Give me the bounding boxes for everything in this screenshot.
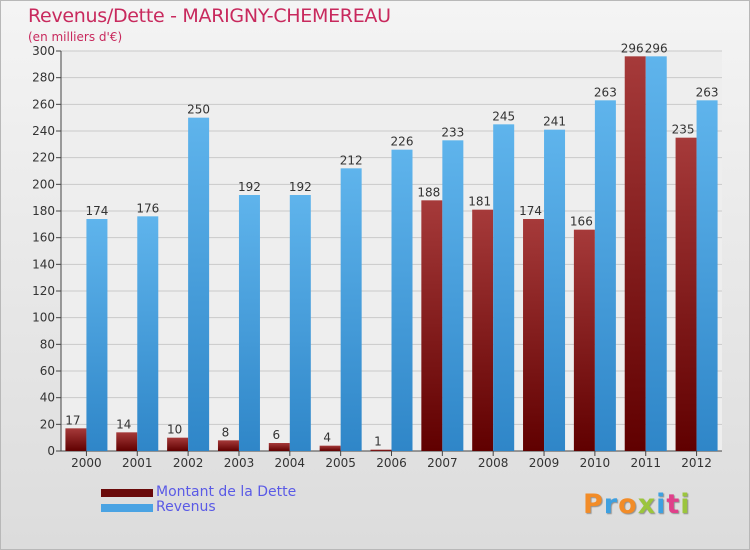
bar-dette [675,137,697,451]
y-tick-label: 120 [32,284,55,298]
x-tick-label: 2007 [427,456,458,470]
bar-revenus [391,149,413,451]
data-label-dette: 296 [621,41,644,55]
bar-dette [65,428,87,451]
x-tick-label: 2011 [630,456,661,470]
data-label-revenus: 263 [594,85,617,99]
bar-revenus [289,195,311,451]
legend-label-dette: Montant de la Dette [156,484,297,500]
bar-revenus [188,117,210,452]
x-tick-label: 2004 [275,456,306,470]
data-label-dette: 1 [374,435,382,449]
bar-revenus [86,219,108,451]
x-tick-label: 2008 [478,456,509,470]
bar-dette [116,432,138,451]
data-label-revenus: 233 [441,125,464,139]
y-tick-label: 240 [32,124,55,138]
bar-revenus [442,140,464,452]
y-tick-label: 160 [32,231,55,245]
logo-letter: t [666,489,681,520]
bar-dette [370,449,392,451]
y-tick-label: 300 [32,44,55,58]
bar-revenus [696,100,718,451]
data-label-revenus: 192 [238,180,261,194]
y-tick-label: 220 [32,151,55,165]
data-label-dette: 10 [167,423,182,437]
chart-title: Revenus/Dette - MARIGNY-CHEMEREAU [28,5,391,27]
y-tick-label: 200 [32,177,55,191]
bar-revenus [645,56,667,451]
legend-swatch-revenus [101,504,153,512]
data-label-revenus: 174 [85,204,108,218]
logo-letter: o [618,489,638,520]
logo-letter: P [583,489,604,520]
bar-dette [472,209,494,451]
data-label-dette: 181 [468,195,491,209]
data-label-revenus: 212 [340,153,363,167]
logo-letter: r [603,489,619,520]
x-tick-label: 2002 [173,456,204,470]
x-tick-label: 2000 [71,456,102,470]
y-tick-label: 0 [47,444,55,458]
chart-subtitle: (en milliers d'€) [28,30,123,44]
data-label-revenus: 250 [187,103,210,117]
data-label-dette: 4 [323,431,331,445]
bar-dette [421,200,443,451]
y-tick-label: 100 [32,311,55,325]
y-tick-label: 140 [32,257,55,271]
data-label-dette: 174 [519,204,542,218]
bar-revenus [594,100,616,451]
data-label-dette: 188 [417,185,440,199]
data-label-dette: 14 [116,417,131,431]
bar-dette [268,443,290,451]
x-tick-label: 2003 [224,456,255,470]
bar-dette [217,440,239,451]
bar-dette [319,445,341,451]
y-tick-label: 180 [32,204,55,218]
data-label-revenus: 263 [696,85,719,99]
data-label-dette: 166 [570,215,593,229]
bar-revenus [493,124,515,451]
proxiti-logo: Proxiti [583,489,691,520]
x-tick-label: 2001 [122,456,153,470]
bar-revenus [340,168,362,452]
logo-letter: i [656,489,667,520]
y-tick-label: 280 [32,71,55,85]
y-tick-label: 40 [40,391,55,405]
data-label-revenus: 296 [645,41,668,55]
x-tick-label: 2010 [580,456,611,470]
logo-letter: x [637,489,657,520]
x-tick-label: 2009 [529,456,560,470]
legend-label-revenus: Revenus [156,499,216,515]
bar-dette [167,437,189,451]
bar-revenus [238,195,260,451]
y-tick-label: 60 [40,364,55,378]
legend-swatch-dette [101,489,153,497]
data-label-dette: 6 [272,428,280,442]
x-tick-label: 2005 [325,456,356,470]
data-label-dette: 17 [65,413,80,427]
y-tick-label: 80 [40,337,55,351]
bar-dette [523,219,545,451]
data-label-revenus: 241 [543,115,566,129]
bar-dette [573,229,595,451]
y-tick-label: 260 [32,97,55,111]
data-label-revenus: 192 [289,180,312,194]
x-tick-label: 2006 [376,456,407,470]
bar-dette [624,56,646,451]
y-tick-label: 20 [40,417,55,431]
x-tick-label: 2012 [681,456,712,470]
data-label-revenus: 245 [492,109,515,123]
data-label-dette: 8 [222,425,230,439]
data-label-revenus: 176 [136,201,159,215]
logo-letter: i [680,489,691,520]
bar-revenus [137,216,159,451]
data-label-dette: 235 [672,123,695,137]
bar-revenus [544,129,566,451]
data-label-revenus: 226 [391,135,414,149]
